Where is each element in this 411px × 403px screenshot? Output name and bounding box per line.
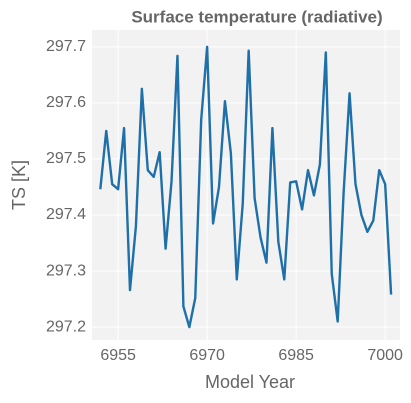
x-axis-label: Model Year	[205, 372, 295, 392]
y-axis-label: TS [K]	[9, 160, 29, 210]
x-tick-label: 6970	[189, 347, 225, 364]
chart-title: Surface temperature (radiative)	[131, 7, 382, 26]
x-tick-label: 6955	[100, 347, 136, 364]
y-tick-label: 297.7	[46, 38, 86, 55]
data-line	[99, 45, 393, 329]
y-tick-label: 297.6	[46, 94, 86, 111]
x-tick-label: 7000	[367, 347, 403, 364]
y-tick-label: 297.2	[46, 318, 86, 335]
y-tick-label: 297.4	[46, 206, 86, 223]
y-tick-label: 297.5	[46, 150, 86, 167]
plot-area	[92, 30, 400, 340]
x-tick-label: 6985	[278, 347, 314, 364]
y-tick-label: 297.3	[46, 262, 86, 279]
